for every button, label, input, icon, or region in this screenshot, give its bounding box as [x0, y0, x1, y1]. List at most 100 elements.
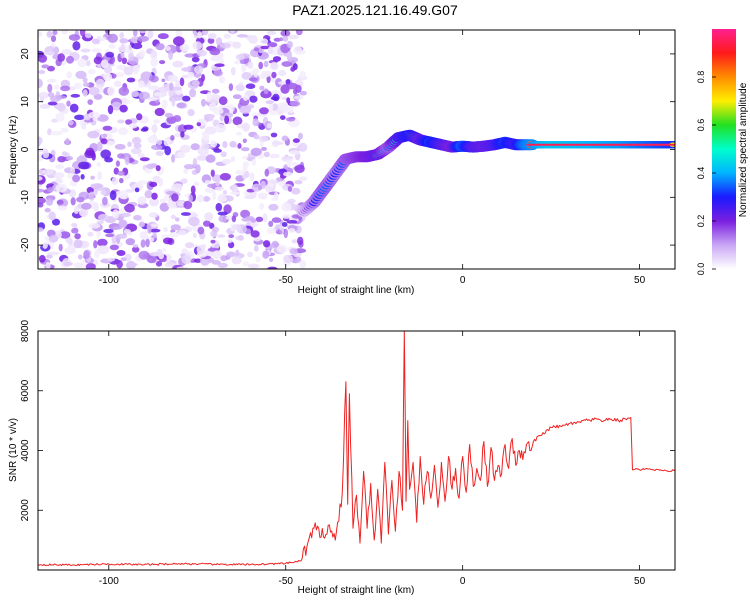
noise-blob	[218, 76, 226, 84]
noise-blob	[119, 38, 129, 44]
noise-blob	[46, 30, 53, 38]
noise-blob	[156, 248, 163, 257]
noise-blob	[44, 208, 51, 213]
snr-x-axis-label: Height of straight line (km)	[298, 585, 415, 596]
noise-blob	[289, 248, 298, 255]
noise-blob	[90, 175, 95, 180]
snr-y-axis-label: SNR (10 * v/v)	[8, 418, 19, 482]
noise-blob	[205, 154, 216, 163]
noise-blob	[107, 105, 114, 115]
noise-blob	[279, 37, 284, 42]
noise-blob	[38, 227, 44, 233]
spectrogram-noise-blobs	[38, 30, 308, 269]
noise-blob	[289, 100, 301, 107]
noise-blob	[215, 37, 223, 46]
noise-blob	[73, 239, 83, 249]
noise-blob	[211, 174, 222, 182]
noise-blob	[271, 103, 279, 111]
noise-blob	[47, 128, 52, 136]
noise-blob	[299, 90, 307, 96]
noise-blob	[259, 107, 269, 115]
noise-blob	[56, 102, 66, 112]
noise-blob	[147, 135, 159, 144]
noise-blob	[168, 50, 174, 60]
spectrogram-signal-track	[296, 129, 675, 218]
noise-blob	[236, 224, 241, 233]
noise-blob	[118, 86, 130, 96]
noise-blob	[267, 42, 278, 48]
noise-blob	[119, 32, 125, 39]
noise-blob	[150, 57, 159, 67]
noise-blob	[80, 174, 85, 180]
noise-blob	[192, 157, 198, 168]
x-tick-label: -100	[99, 275, 119, 286]
noise-blob	[81, 202, 92, 210]
noise-blob	[263, 60, 269, 68]
noise-blob	[266, 123, 273, 129]
noise-blob	[78, 209, 86, 217]
noise-blob	[223, 204, 232, 214]
noise-blob	[191, 79, 200, 87]
noise-blob	[261, 146, 267, 151]
noise-blob	[201, 98, 206, 107]
noise-blob	[70, 166, 75, 175]
noise-blob	[191, 213, 198, 218]
noise-blob	[96, 162, 102, 167]
noise-blob	[213, 69, 223, 77]
noise-blob	[72, 41, 81, 51]
noise-blob	[77, 58, 87, 68]
noise-blob	[71, 222, 78, 228]
noise-blob	[173, 36, 185, 46]
noise-blob	[132, 246, 140, 253]
noise-blob	[145, 238, 150, 248]
colorbar-gradient	[712, 29, 736, 269]
noise-blob	[252, 118, 260, 127]
x-tick-label: -100	[99, 576, 119, 587]
noise-blob	[161, 99, 168, 109]
noise-blob	[46, 198, 54, 206]
noise-blob	[71, 227, 79, 234]
noise-blob	[250, 218, 257, 223]
noise-blob	[234, 170, 246, 175]
noise-blob	[219, 115, 224, 122]
noise-blob	[279, 103, 289, 112]
noise-blob	[180, 178, 188, 184]
noise-blob	[196, 50, 207, 57]
noise-blob	[148, 212, 159, 218]
snr-axes: -100 -50 0 50 2000 4000 6000 8000	[20, 319, 675, 587]
y-tick-label: -20	[20, 237, 31, 252]
noise-blob	[138, 50, 146, 58]
noise-blob	[258, 73, 268, 79]
noise-blob	[204, 212, 214, 222]
noise-blob	[273, 37, 281, 42]
noise-blob	[278, 81, 288, 85]
noise-blob	[218, 96, 228, 106]
noise-blob	[255, 216, 264, 222]
noise-blob	[183, 164, 195, 170]
noise-blob	[212, 191, 217, 201]
noise-blob	[126, 77, 136, 83]
noise-blob	[47, 83, 53, 93]
noise-blob	[172, 115, 182, 122]
noise-blob	[200, 143, 210, 150]
noise-blob	[190, 143, 200, 151]
noise-blob	[184, 242, 195, 249]
noise-blob	[171, 154, 176, 163]
noise-blob	[164, 193, 170, 202]
noise-blob	[267, 46, 273, 55]
noise-blob	[137, 196, 147, 206]
noise-blob	[195, 164, 201, 174]
noise-blob	[150, 223, 159, 228]
noise-blob	[149, 228, 161, 233]
noise-blob	[47, 65, 55, 72]
noise-blob	[247, 251, 254, 258]
noise-blob	[218, 215, 228, 223]
noise-blob	[259, 38, 269, 45]
noise-blob	[266, 228, 277, 234]
colorbar-tick-label: 0.2	[696, 215, 706, 228]
noise-blob	[142, 126, 149, 131]
noise-blob	[174, 183, 184, 188]
noise-blob	[149, 197, 160, 207]
noise-blob	[291, 187, 301, 195]
noise-blob	[244, 194, 256, 200]
